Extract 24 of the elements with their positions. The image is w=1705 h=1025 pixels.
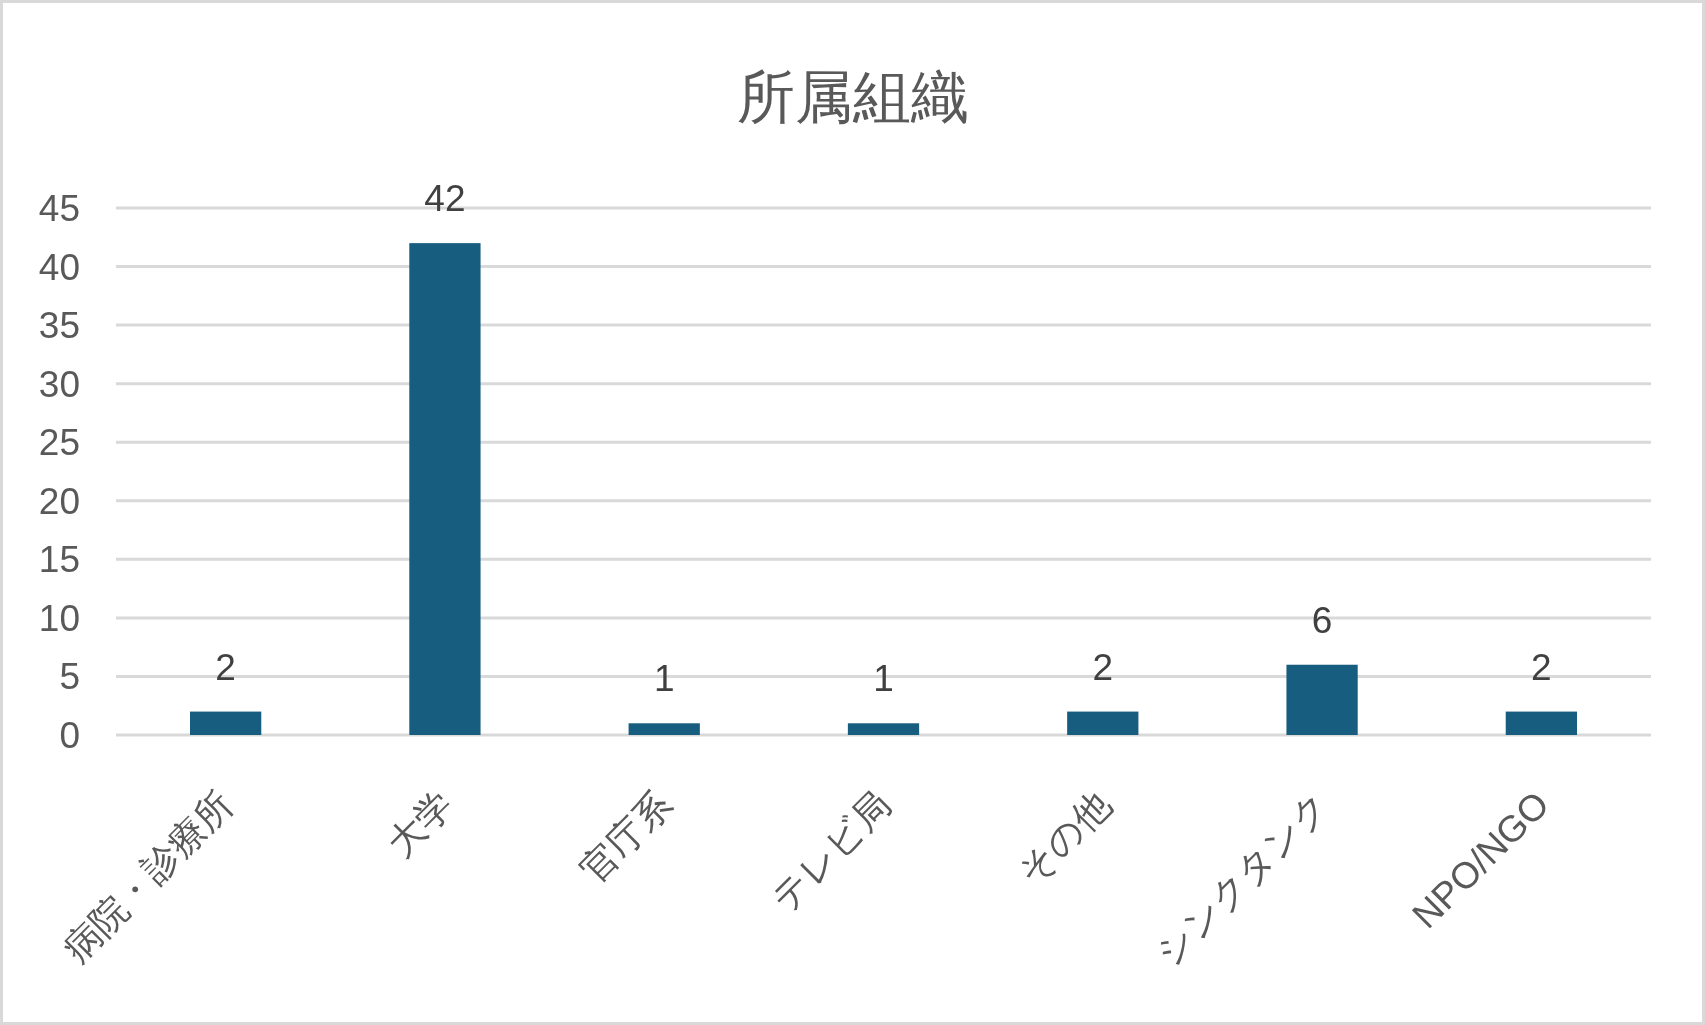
y-tick-label: 30 bbox=[38, 363, 80, 405]
x-tick-label: テレビ局 bbox=[763, 783, 900, 920]
y-tick-label: 20 bbox=[38, 480, 80, 522]
data-label: 1 bbox=[653, 658, 675, 700]
y-tick-label: 15 bbox=[38, 539, 80, 581]
y-tick-label: 45 bbox=[38, 188, 80, 229]
x-tick-label: 大学 bbox=[379, 783, 461, 865]
y-tick-label: 0 bbox=[59, 715, 80, 756]
data-label: 2 bbox=[1092, 646, 1114, 688]
y-tick-label: 10 bbox=[38, 597, 80, 639]
title: 所属組織 bbox=[736, 64, 969, 129]
y-tick-label: 25 bbox=[38, 422, 80, 464]
data-label: 42 bbox=[424, 178, 466, 220]
data-label: 2 bbox=[1531, 646, 1552, 688]
data-label: 2 bbox=[215, 646, 236, 688]
x-tick-label: 官庁系 bbox=[572, 783, 680, 892]
y-tick-label: 5 bbox=[59, 656, 80, 698]
y-tick-label: 35 bbox=[38, 305, 80, 347]
data-label: 6 bbox=[1311, 599, 1333, 641]
x-tick-label: その他 bbox=[1009, 783, 1119, 893]
x-tick-label: シンクタンク bbox=[1147, 783, 1338, 974]
x-tick-label: 病院・診療所 bbox=[55, 783, 242, 970]
y-tick-label: 40 bbox=[38, 246, 80, 288]
data-label: 1 bbox=[873, 658, 894, 700]
